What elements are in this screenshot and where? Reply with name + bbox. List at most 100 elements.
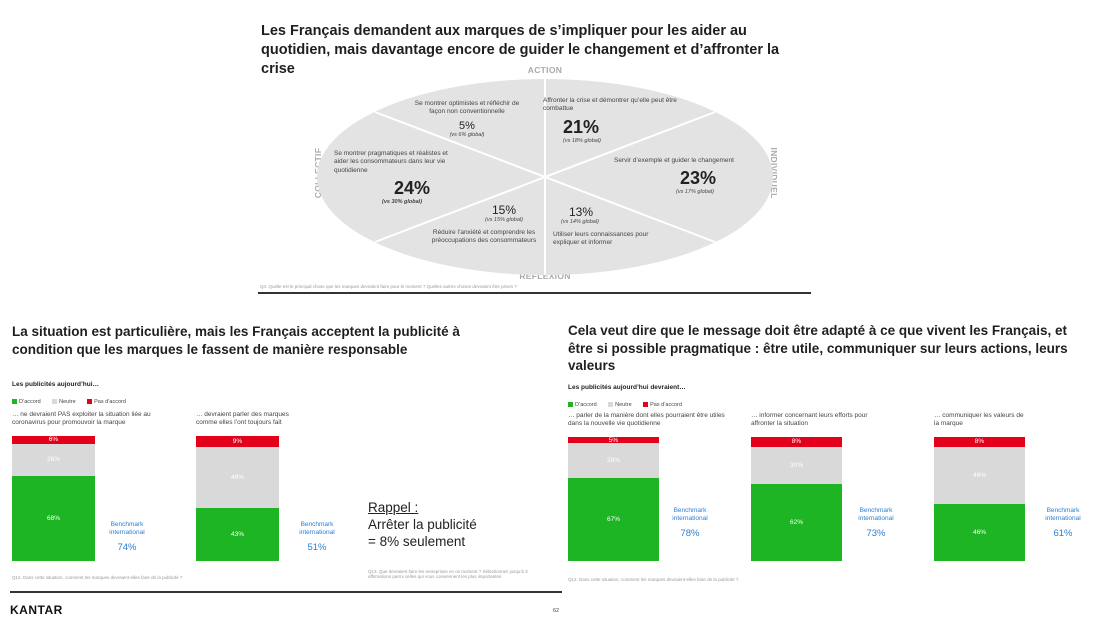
left-benchmark-1: Benchmark international 74%: [102, 521, 152, 553]
segment-percent: 24%: [394, 178, 431, 199]
right-footnote: Q12. Dans cette situation, comment les m…: [568, 577, 739, 582]
segment-percent: 5%: [459, 119, 475, 132]
neutral-swatch: [52, 399, 58, 404]
left-benchmark-2: Benchmark international 51%: [292, 521, 342, 553]
segment-label: Se montrer optimistes et réfléchir de fa…: [414, 100, 520, 116]
agree-segment: 68%: [12, 476, 95, 561]
benchmark-value: 51%: [307, 542, 327, 554]
left-legend: D’accord Neutre Pas d’accord: [12, 391, 133, 409]
benchmark-value: 78%: [680, 528, 700, 540]
top-footnote: Q4. Quelle est le principal chose que le…: [260, 284, 517, 289]
right-benchmark-1: Benchmark international 78%: [665, 507, 715, 539]
bar-value-label: 5%: [608, 436, 619, 444]
right-chart-2-label: … informer concernant leurs efforts pour…: [751, 412, 868, 428]
segment-optimistes: Se montrer optimistes et réfléchir de fa…: [408, 100, 526, 138]
neutral-swatch: [608, 402, 614, 407]
legend-agree: D’accord: [12, 399, 41, 405]
rappel-title: Rappel :: [368, 500, 419, 515]
right-legend: D’accord Neutre Pas d’accord: [568, 394, 689, 412]
right-bar-3: 46% 46% 8%: [934, 437, 1025, 561]
benchmark-label: Benchmark international: [858, 507, 894, 523]
neutral-segment: 28%: [568, 443, 659, 478]
top-title: Les Français demandent aux marques de s’…: [261, 23, 780, 77]
segment-label: Affronter la crise et démontrer qu’elle …: [543, 97, 677, 113]
right-benchmark-3: Benchmark international 61%: [1038, 507, 1088, 539]
axis-reflexion-label: RÉFLEXION: [519, 271, 571, 281]
neutral-segment: 49%: [196, 447, 279, 508]
axis-action-label: ACTION: [527, 65, 563, 75]
segment-connaissances: 13% (vs 14% global) Utiliser leurs conna…: [553, 205, 665, 248]
bar-value-label: 9%: [232, 438, 243, 446]
disagree-segment: 8%: [934, 437, 1025, 447]
bar-value-label: 67%: [606, 515, 620, 523]
legend-disagree-label: Pas d’accord: [94, 398, 126, 405]
segment-pragmatiques: Se montrer pragmatiques et réalistes et …: [334, 150, 454, 205]
segment-affronter: Affronter la crise et démontrer qu’elle …: [543, 97, 683, 144]
segment-percent: 21%: [563, 116, 600, 137]
top-divider: [258, 292, 811, 294]
legend-neutral-label: Neutre: [615, 401, 632, 408]
legend-neutral: Neutre: [608, 402, 632, 408]
bar-value-label: 6%: [48, 436, 59, 444]
segment-vs: (vs 30% global): [382, 199, 423, 206]
segment-vs: (vs 6% global): [449, 131, 485, 138]
rappel-line-2: = 8% seulement: [368, 533, 466, 549]
segment-vs: (vs 18% global): [563, 137, 601, 144]
segment-vs: (vs 15% global): [485, 217, 523, 223]
page-number: 62: [553, 608, 560, 614]
segment-label: Utiliser leurs connaissances pour expliq…: [553, 231, 649, 247]
legend-agree-label: D’accord: [575, 401, 597, 408]
agree-segment: 46%: [934, 503, 1025, 561]
left-subtitle: Les publicités aujourd’hui…: [12, 381, 100, 388]
bar-value-label: 30%: [789, 462, 803, 470]
right-benchmark-2: Benchmark international 73%: [851, 507, 901, 539]
rappel-box: Rappel : Arrêter la publicité = 8% seule…: [368, 500, 477, 551]
bar-value-label: 26%: [46, 456, 60, 464]
right-chart-1-label: … parler de la manière dont elles pourra…: [568, 412, 725, 428]
left-footnote-1: Q12. Dans cette situation, comment les m…: [12, 575, 183, 580]
segment-label: Servir d’exemple et guider le changement: [614, 157, 734, 164]
legend-disagree: Pas d’accord: [643, 402, 682, 408]
bar-value-label: 28%: [606, 457, 620, 465]
legend-agree-label: D’accord: [19, 398, 41, 405]
neutral-segment: 30%: [751, 446, 842, 485]
rappel-line-1: Arrêter la publicité: [368, 516, 477, 532]
divider-diagonal-2: [374, 111, 716, 243]
segment-label: Se montrer pragmatiques et réalistes et …: [334, 150, 448, 174]
agree-segment: 67%: [568, 477, 659, 561]
disagree-swatch: [643, 402, 649, 407]
bar-value-label: 43%: [230, 530, 244, 538]
segment-percent: 13%: [569, 205, 594, 219]
segment-vs: (vs 14% global): [561, 219, 599, 225]
disagree-swatch: [87, 399, 93, 404]
benchmark-value: 73%: [866, 528, 886, 540]
disagree-segment: 5%: [568, 436, 659, 444]
bar-value-label: 46%: [972, 528, 986, 536]
segment-vs: (vs 17% global): [676, 189, 714, 196]
segment-ellipse: [317, 79, 773, 275]
benchmark-label: Benchmark international: [672, 507, 708, 523]
benchmark-value: 74%: [117, 542, 137, 554]
bar-value-label: 68%: [46, 515, 60, 522]
benchmark-value: 61%: [1053, 528, 1073, 540]
left-chart-2-label: … devraient parler des marques comme ell…: [196, 411, 289, 427]
agree-swatch: [568, 402, 573, 407]
neutral-segment: 46%: [934, 446, 1025, 504]
bar-value-label: 49%: [230, 473, 244, 481]
disagree-segment: 9%: [196, 436, 279, 448]
right-subtitle: Les publicités aujourd’hui devraient…: [568, 384, 686, 391]
bar-value-label: 46%: [972, 471, 986, 479]
kantar-logo: KANTAR: [10, 603, 63, 617]
segment-percent: 15%: [491, 203, 517, 217]
benchmark-label: Benchmark international: [1045, 507, 1081, 523]
left-chart-1-label: … ne devraient PAS exploiter la situatio…: [12, 411, 151, 427]
bar-value-label: 8%: [791, 438, 802, 446]
left-divider: [10, 591, 562, 593]
segment-anxiete: 15% (vs 15% global) Réduire l’anxiété et…: [428, 203, 540, 246]
agree-swatch: [12, 399, 17, 404]
neutral-segment: 26%: [12, 443, 95, 476]
legend-neutral: Neutre: [52, 399, 76, 405]
segment-label: Réduire l’anxiété et comprendre les préo…: [431, 229, 537, 245]
legend-disagree-label: Pas d’accord: [650, 401, 682, 408]
disagree-segment: 6%: [12, 436, 95, 444]
